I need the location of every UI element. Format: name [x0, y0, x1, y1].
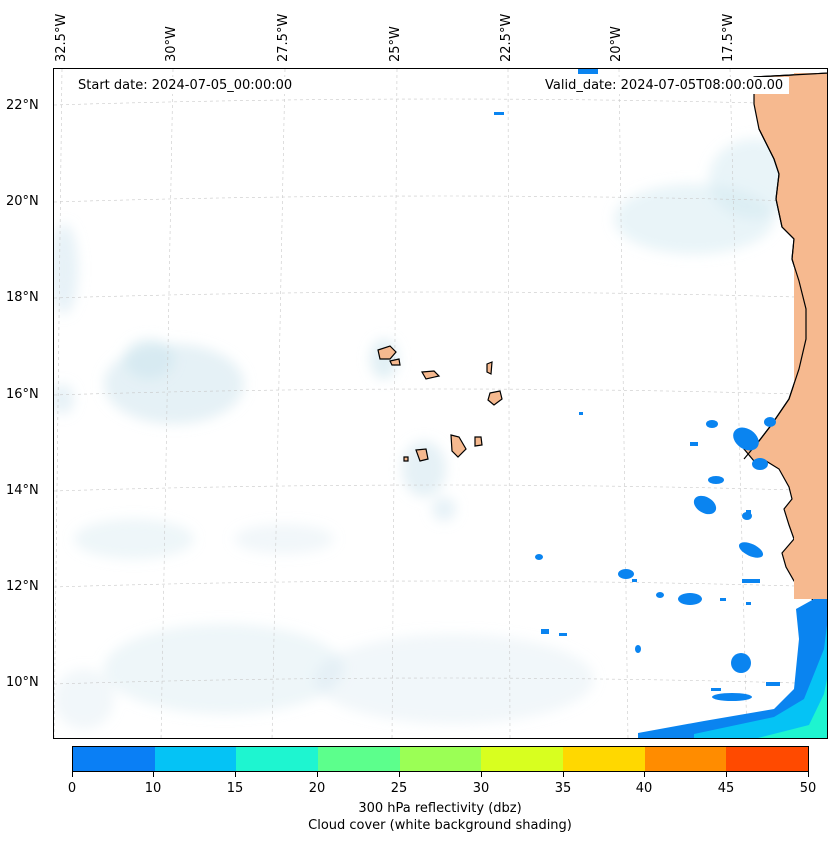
lat-label-10n: 10°N [6, 675, 39, 690]
lat-label-20n: 20°N [6, 194, 39, 209]
lon-label-20w: 20°W [609, 26, 624, 62]
colorbar-tick-label: 15 [226, 781, 244, 796]
colorbar-tick [726, 772, 727, 777]
colorbar-tick-label: 35 [554, 781, 572, 796]
colorbar-tick [153, 772, 154, 777]
colorbar-tick-label: 25 [390, 781, 408, 796]
colorbar-tick-label: 20 [308, 781, 326, 796]
lon-label-27-5w: 27.5°W [276, 13, 291, 62]
lon-label-25w: 25°W [388, 26, 403, 62]
map-canvas [54, 69, 827, 738]
graticule [54, 69, 827, 738]
colorbar-title: 300 hPa reflectivity (dbz) [358, 801, 522, 816]
reflectivity-cells [494, 69, 827, 738]
lon-label-30w: 30°W [164, 26, 179, 62]
cloud-cover-shading [54, 139, 799, 729]
start-date-label: Start date: 2024-07-05_00:00:00 [72, 77, 299, 94]
colorbar-tick-label: 40 [635, 781, 653, 796]
colorbar-tick [317, 772, 318, 777]
colorbar-tick-label: 0 [67, 781, 77, 796]
colorbar-tick [644, 772, 645, 777]
colorbar-tick [399, 772, 400, 777]
colorbar-tick-label: 10 [144, 781, 162, 796]
lon-label-22-5w: 22.5°W [499, 13, 514, 62]
colorbar-tick-label: 45 [717, 781, 735, 796]
lat-label-12n: 12°N [6, 579, 39, 594]
colorbar-tick [235, 772, 236, 777]
colorbar-segment [481, 747, 564, 771]
colorbar-tick-label: 30 [472, 781, 490, 796]
map-panel[interactable] [53, 68, 828, 739]
lat-label-14n: 14°N [6, 483, 39, 498]
colorbar-segment [154, 747, 237, 771]
colorbar-segment [399, 747, 482, 771]
colorbar-tick [808, 772, 809, 777]
colorbar-segment [318, 747, 400, 771]
valid-date-label: Valid_date: 2024-07-05T08:00:00.00 [539, 77, 790, 94]
colorbar-subtitle: Cloud cover (white background shading) [308, 818, 572, 833]
colorbar-segment [644, 747, 727, 771]
colorbar [72, 746, 809, 772]
colorbar-segment [726, 747, 809, 771]
colorbar-segment [73, 747, 155, 771]
lat-label-16n: 16°N [6, 387, 39, 402]
colorbar-tick-label: 50 [799, 781, 817, 796]
cape-verde-islands [377, 345, 503, 462]
lon-label-17-5w: 17.5°W [721, 13, 736, 62]
colorbar-tick [481, 772, 482, 777]
colorbar-tick [72, 772, 73, 777]
lon-label-32-5w: 32.5°W [54, 13, 69, 62]
lat-label-22n: 22°N [6, 98, 39, 113]
lat-label-18n: 18°N [6, 290, 39, 305]
colorbar-tick [563, 772, 564, 777]
colorbar-segment [236, 747, 319, 771]
colorbar-segment [563, 747, 645, 771]
